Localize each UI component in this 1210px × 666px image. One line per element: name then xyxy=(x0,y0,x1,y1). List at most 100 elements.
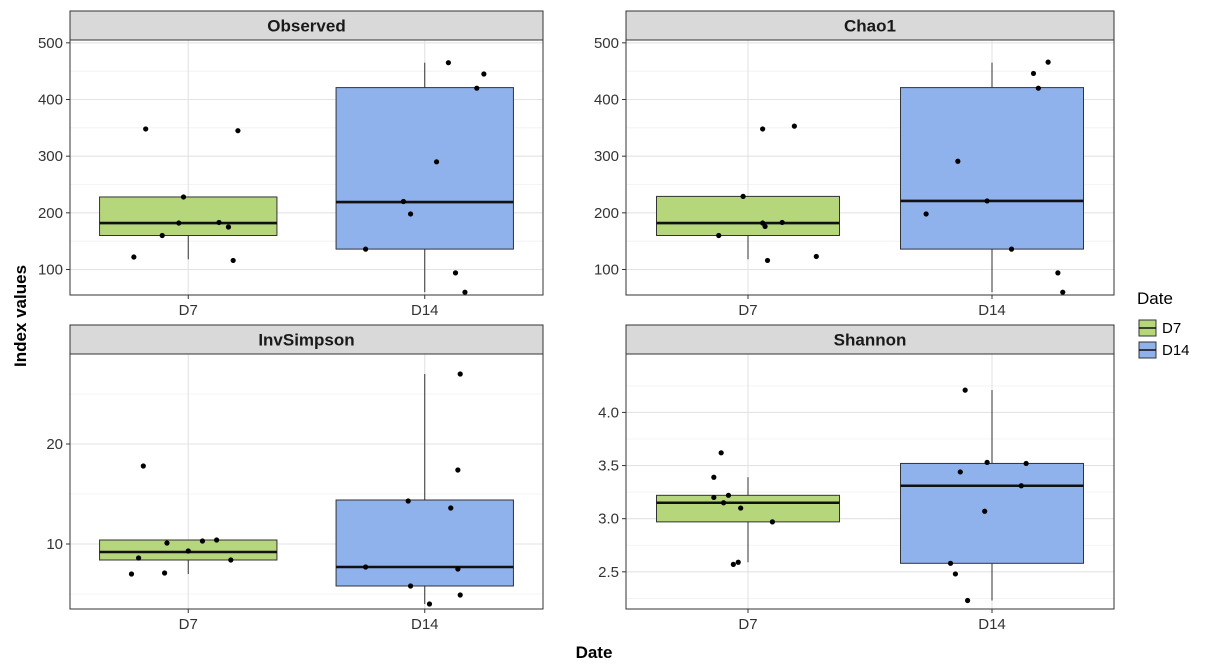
data-point xyxy=(474,85,480,91)
y-tick-label: 200 xyxy=(594,205,619,222)
x-tick-label: D14 xyxy=(411,616,439,633)
box-iqr xyxy=(99,196,278,236)
data-point xyxy=(955,158,961,164)
data-point xyxy=(716,232,722,239)
data-point xyxy=(159,232,165,239)
data-points xyxy=(131,60,487,295)
y-tick-label: 300 xyxy=(594,148,619,165)
data-point xyxy=(730,561,736,567)
data-point xyxy=(131,254,137,260)
data-point xyxy=(791,123,797,129)
y-tick-label: 3.5 xyxy=(598,458,619,475)
data-point xyxy=(764,257,771,264)
data-point xyxy=(433,159,440,165)
data-point xyxy=(711,494,717,501)
data-point xyxy=(363,564,369,570)
facet-strip xyxy=(69,324,544,355)
box-iqr xyxy=(335,87,514,250)
data-point xyxy=(984,198,990,204)
x-axis-title: Date xyxy=(576,643,613,662)
data-point xyxy=(721,500,727,506)
x-tick-label: D7 xyxy=(738,302,757,319)
data-point xyxy=(216,219,222,226)
data-point xyxy=(965,597,971,604)
legend-label: D7 xyxy=(1162,320,1181,337)
data-point xyxy=(405,498,411,504)
panel-observed: Observed 100 200 300 400 500 D7 D14 xyxy=(38,10,544,319)
y-tick-label: 100 xyxy=(38,262,63,279)
data-point xyxy=(457,592,463,598)
x-tick-label: D14 xyxy=(978,616,1006,633)
box-iqr xyxy=(900,87,1084,250)
data-point xyxy=(725,492,732,498)
legend-entry-d7: D7 xyxy=(1138,319,1181,337)
data-point xyxy=(735,559,741,565)
y-tick-label: 500 xyxy=(38,35,63,52)
data-point xyxy=(162,570,168,576)
data-point xyxy=(228,557,234,563)
box-d7 xyxy=(656,477,840,563)
y-tick-label: 400 xyxy=(594,92,619,109)
data-point xyxy=(1030,70,1037,77)
panel-shannon: Shannon 2.5 3.0 3.5 4.0 D7 D14 xyxy=(598,324,1115,633)
y-tick-label: 300 xyxy=(38,148,63,165)
panel-border xyxy=(625,353,1115,610)
data-point xyxy=(135,555,142,561)
x-tick-label: D14 xyxy=(978,302,1006,319)
legend-entry-d14: D14 xyxy=(1138,341,1190,359)
data-point xyxy=(957,469,963,475)
data-point xyxy=(1060,289,1066,295)
panel-border xyxy=(625,39,1115,296)
data-point xyxy=(813,253,819,260)
data-point xyxy=(982,508,988,514)
box-d7 xyxy=(656,195,840,260)
x-tick-label: D7 xyxy=(179,302,198,319)
data-point xyxy=(448,505,454,511)
y-tick-label: 100 xyxy=(594,262,619,279)
data-point xyxy=(455,566,461,572)
data-point xyxy=(462,289,468,295)
facet-title: InvSimpson xyxy=(258,331,354,350)
panel-chao1: Chao1 100 200 300 400 500 D7 D14 xyxy=(594,10,1115,319)
data-point xyxy=(984,459,990,465)
data-point xyxy=(762,223,768,230)
x-tick-label: D14 xyxy=(411,302,439,319)
data-point xyxy=(214,537,220,543)
data-points xyxy=(716,59,1066,295)
data-point xyxy=(407,583,414,589)
legend-label: D14 xyxy=(1162,342,1190,359)
box-iqr xyxy=(900,462,1084,564)
y-tick-label: 4.0 xyxy=(598,404,619,421)
box-d14 xyxy=(335,62,514,293)
panel-invsimpson: InvSimpson 10 20 D7 D14 xyxy=(46,324,544,633)
box-d14 xyxy=(335,374,514,604)
data-point xyxy=(457,371,463,377)
y-tick-label: 500 xyxy=(594,35,619,52)
facet-panels: Observed 100 200 300 400 500 D7 D14 Chao1 100 200 3… xyxy=(38,10,1115,633)
data-point xyxy=(947,560,954,566)
box-iqr xyxy=(656,195,840,236)
y-tick-label: 400 xyxy=(38,92,63,109)
data-point xyxy=(740,193,746,199)
y-tick-label: 2.5 xyxy=(598,564,619,581)
data-point xyxy=(199,538,206,544)
data-point xyxy=(1018,483,1024,489)
data-point xyxy=(452,270,459,276)
data-point xyxy=(1023,460,1029,467)
y-tick-label: 3.0 xyxy=(598,511,619,528)
x-tick-label: D7 xyxy=(179,616,198,633)
data-point xyxy=(445,60,451,66)
panel-border xyxy=(69,353,544,610)
box-iqr xyxy=(656,494,840,523)
y-tick-label: 20 xyxy=(46,436,63,453)
data-point xyxy=(230,257,236,264)
data-point xyxy=(363,246,369,252)
y-tick-label: 10 xyxy=(46,536,63,553)
y-tick-label: 200 xyxy=(38,205,63,222)
data-point xyxy=(1055,270,1061,276)
data-point xyxy=(481,71,487,77)
data-point xyxy=(407,211,414,217)
